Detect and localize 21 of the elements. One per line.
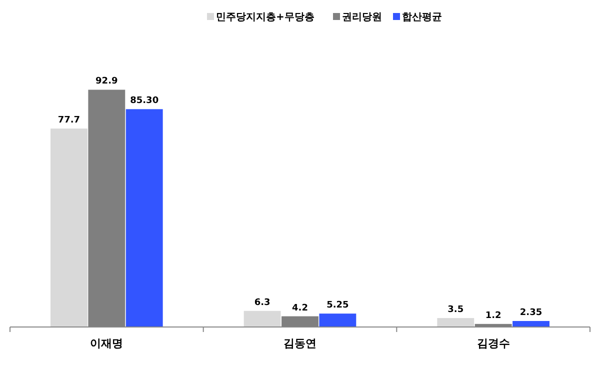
bar	[319, 314, 356, 327]
data-label: 6.3	[254, 298, 270, 308]
bar	[512, 321, 550, 327]
data-label: 3.5	[448, 305, 464, 316]
bar	[126, 109, 163, 327]
bar	[244, 310, 281, 327]
x-tick-label: 김동연	[284, 337, 316, 350]
bar	[50, 128, 88, 327]
data-label: 5.25	[326, 300, 349, 311]
data-label: 77.7	[58, 116, 80, 126]
legend-label: 합산평균	[402, 12, 442, 23]
x-tick-label: 김경수	[476, 337, 510, 350]
legend-label: 민주당지지층+무당층	[216, 12, 314, 23]
bar	[437, 318, 474, 327]
data-label: 85.30	[130, 96, 159, 106]
data-label: 4.2	[292, 303, 308, 314]
data-label: 2.35	[520, 308, 542, 318]
data-label: 92.9	[96, 76, 118, 87]
legend-label: 권리당원	[342, 12, 382, 23]
data-label: 1.2	[485, 310, 502, 321]
x-tick-label: 이재명	[90, 337, 124, 350]
